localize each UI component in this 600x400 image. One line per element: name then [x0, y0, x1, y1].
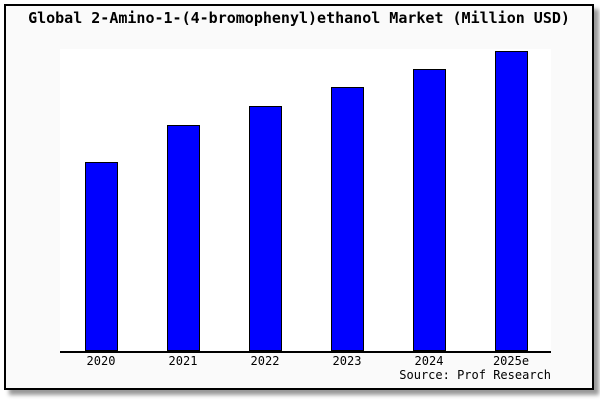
- chart-frame: Global 2-Amino-1-(4-bromophenyl)ethanol …: [4, 4, 594, 390]
- bar-2025e: [494, 51, 528, 351]
- chart-title: Global 2-Amino-1-(4-bromophenyl)ethanol …: [28, 9, 570, 27]
- bar-2022: [248, 106, 282, 351]
- bar-2021: [166, 125, 200, 351]
- x-tick-label-2022: 2022: [250, 354, 280, 368]
- x-axis-labels: 2020 2021 2022 2023 2024 2025e: [6, 355, 592, 369]
- source-label: Source: Prof Research: [399, 368, 551, 382]
- x-tick-label-2023: 2023: [332, 354, 362, 368]
- bar-2024: [412, 69, 446, 351]
- x-tick-label-2021: 2021: [168, 354, 198, 368]
- bar-2023: [330, 87, 364, 351]
- x-tick-label-2025e: 2025e: [492, 354, 530, 368]
- x-tick-label-2024: 2024: [414, 354, 444, 368]
- bar-2020: [84, 162, 118, 351]
- x-tick-label-2020: 2020: [86, 354, 116, 368]
- plot-area: [60, 49, 551, 353]
